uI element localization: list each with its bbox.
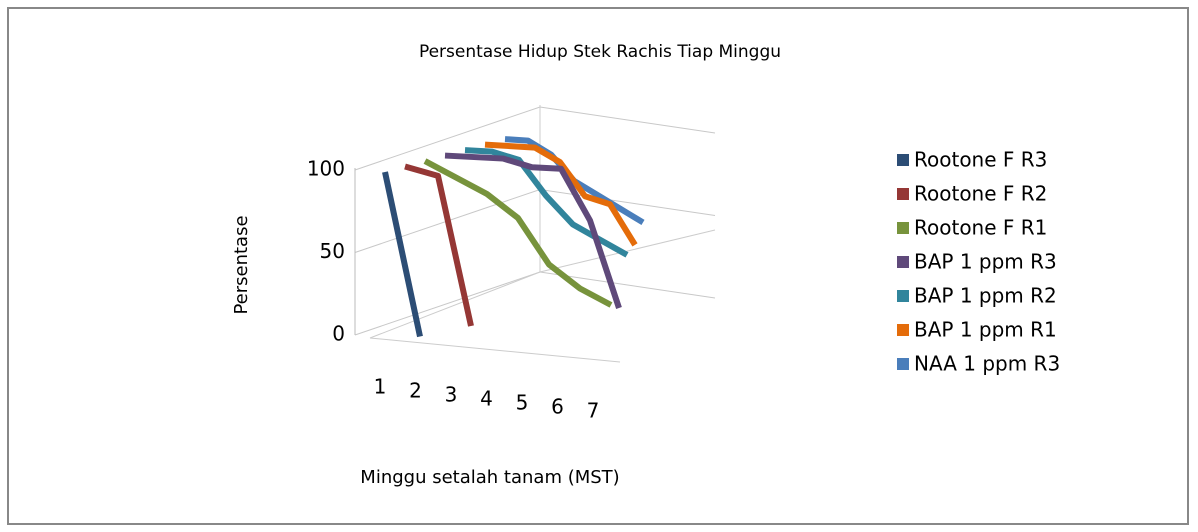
series-line (444, 152, 622, 309)
x-tick-label: 6 (551, 395, 564, 419)
chart-frame (7, 7, 1189, 525)
legend-label: BAP 1 ppm R2 (914, 284, 1057, 308)
series-line (382, 171, 423, 338)
legend-swatch (897, 358, 909, 370)
series-line (423, 158, 613, 308)
legend: Rootone F R3 Rootone F R2 Rootone F R1 BAP … (897, 148, 1060, 376)
legend-label: Rootone F R1 (914, 216, 1047, 240)
y-axis-title: Persentase (231, 215, 252, 314)
x-tick-label: 7 (587, 399, 600, 423)
legend-swatch (897, 256, 909, 268)
series-line (484, 141, 638, 247)
legend-swatch (897, 188, 909, 200)
x-tick-label: 3 (445, 383, 458, 407)
legend-label: NAA 1 ppm R3 (914, 352, 1060, 376)
legend-label: Rootone F R2 (914, 182, 1047, 206)
legend-swatch (897, 324, 909, 336)
y-tick-label: 100 (307, 157, 345, 181)
floor (369, 229, 716, 339)
x-axis-title: Minggu setalah tanam (MST) (360, 467, 619, 488)
legend-swatch (897, 154, 909, 166)
floor-front (369, 337, 621, 363)
legend-swatch (897, 222, 909, 234)
x-tick-label: 2 (409, 379, 422, 403)
legend-label: BAP 1 ppm R3 (914, 250, 1057, 274)
series-line (404, 163, 474, 327)
legend-label: Rootone F R3 (914, 148, 1047, 172)
x-tick-label: 5 (516, 391, 529, 415)
plot-area: 0 50 100 1 2 3 4 5 6 7 (307, 105, 716, 423)
y-tick-label: 0 (332, 322, 345, 346)
legend-label: BAP 1 ppm R1 (914, 318, 1057, 342)
x-tick-label: 1 (374, 375, 387, 399)
x-tick-label: 4 (480, 387, 493, 411)
y-tick-label: 50 (320, 239, 345, 263)
chart-title: Persentase Hidup Stek Rachis Tiap Minggu (419, 42, 781, 62)
legend-swatch (897, 290, 909, 302)
series-line (464, 147, 629, 258)
